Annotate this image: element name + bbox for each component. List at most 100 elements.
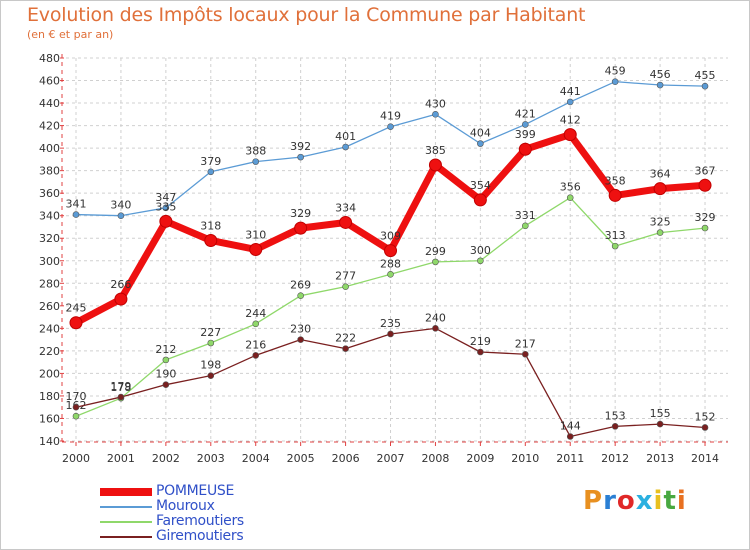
data-label-giremoutiers: 222 bbox=[335, 332, 356, 345]
x-tick-label: 2007 bbox=[377, 452, 405, 465]
y-tick-label: 460 bbox=[39, 75, 60, 88]
legend-label: Giremoutiers bbox=[156, 528, 244, 544]
data-point-mouroux bbox=[252, 158, 260, 165]
legend-swatch bbox=[100, 505, 152, 508]
data-label-giremoutiers: 216 bbox=[245, 338, 266, 351]
data-label-pommeuse: 334 bbox=[335, 201, 356, 214]
data-point-faremoutiers bbox=[701, 224, 709, 232]
data-label-pommeuse: 385 bbox=[425, 144, 446, 157]
x-tick-label: 2000 bbox=[62, 452, 90, 465]
data-point-mouroux bbox=[207, 168, 215, 176]
data-label-mouroux: 441 bbox=[560, 85, 581, 98]
data-point-giremoutiers bbox=[477, 348, 484, 356]
data-point-faremoutiers bbox=[477, 257, 484, 265]
data-label-faremoutiers: 244 bbox=[245, 307, 266, 320]
x-tick-label: 2004 bbox=[242, 452, 270, 465]
data-label-mouroux: 392 bbox=[290, 140, 311, 153]
logo-letter: t bbox=[663, 486, 677, 516]
data-point-faremoutiers bbox=[207, 339, 215, 347]
data-label-pommeuse: 310 bbox=[245, 229, 266, 242]
logo-letter: o bbox=[616, 486, 636, 516]
data-point-giremoutiers bbox=[297, 336, 304, 343]
data-label-giremoutiers: 219 bbox=[470, 335, 491, 348]
y-tick-label: 420 bbox=[39, 120, 60, 133]
data-label-pommeuse: 318 bbox=[200, 219, 221, 232]
x-tick-label: 2009 bbox=[466, 452, 494, 465]
data-label-mouroux: 459 bbox=[605, 65, 626, 78]
data-point-pommeuse bbox=[653, 182, 667, 196]
legend-label: POMMEUSE bbox=[156, 483, 235, 499]
data-point-pommeuse bbox=[69, 316, 83, 330]
data-label-mouroux: 401 bbox=[335, 130, 356, 143]
x-tick-label: 2002 bbox=[152, 452, 180, 465]
data-point-faremoutiers bbox=[432, 258, 439, 266]
y-tick-label: 300 bbox=[39, 255, 60, 268]
data-label-faremoutiers: 313 bbox=[605, 229, 626, 242]
data-label-faremoutiers: 277 bbox=[335, 270, 356, 283]
data-label-pommeuse: 354 bbox=[470, 179, 491, 192]
data-label-giremoutiers: 190 bbox=[155, 368, 176, 381]
chart-subtitle: (en € et par an) bbox=[27, 28, 114, 41]
x-tick-label: 2005 bbox=[287, 452, 315, 465]
legend-label: Mouroux bbox=[156, 498, 215, 514]
data-label-faremoutiers: 356 bbox=[560, 181, 581, 194]
data-label-giremoutiers: 179 bbox=[110, 380, 131, 393]
x-tick-label: 2006 bbox=[332, 452, 360, 465]
y-tick-label: 320 bbox=[39, 232, 60, 245]
data-point-giremoutiers bbox=[72, 403, 80, 411]
proxiti-logo: Proxiti bbox=[583, 486, 687, 516]
x-tick-label: 2014 bbox=[691, 452, 719, 465]
data-label-giremoutiers: 198 bbox=[200, 359, 221, 372]
data-label-faremoutiers: 299 bbox=[425, 245, 446, 258]
data-point-giremoutiers bbox=[432, 325, 439, 332]
data-label-pommeuse: 412 bbox=[560, 114, 581, 127]
y-tick-label: 140 bbox=[39, 435, 60, 448]
legend-swatch bbox=[100, 487, 152, 496]
data-point-giremoutiers bbox=[611, 423, 619, 430]
data-label-pommeuse: 367 bbox=[695, 164, 716, 177]
data-point-mouroux bbox=[701, 82, 709, 90]
data-label-mouroux: 404 bbox=[470, 127, 491, 140]
logo-letter: r bbox=[603, 486, 617, 516]
data-point-mouroux bbox=[656, 81, 664, 89]
data-point-pommeuse bbox=[114, 292, 128, 306]
data-label-giremoutiers: 152 bbox=[695, 410, 716, 423]
y-tick-label: 340 bbox=[39, 210, 60, 223]
data-label-giremoutiers: 155 bbox=[650, 407, 671, 420]
legend-item: Mouroux bbox=[100, 499, 244, 514]
data-label-mouroux: 456 bbox=[650, 68, 671, 81]
y-tick-label: 160 bbox=[39, 412, 60, 425]
data-point-faremoutiers bbox=[656, 229, 664, 236]
chart-legend: POMMEUSE Mouroux Faremoutiers Giremoutiers bbox=[100, 484, 244, 544]
legend-item: POMMEUSE bbox=[100, 484, 244, 499]
x-tick-label: 2001 bbox=[107, 452, 135, 465]
data-label-mouroux: 340 bbox=[110, 199, 131, 212]
data-label-faremoutiers: 212 bbox=[155, 343, 176, 356]
data-point-mouroux bbox=[477, 140, 484, 147]
data-point-pommeuse bbox=[698, 178, 712, 192]
data-label-mouroux: 341 bbox=[66, 198, 87, 211]
logo-letter: i bbox=[653, 486, 664, 516]
data-point-faremoutiers bbox=[566, 194, 574, 201]
data-label-giremoutiers: 235 bbox=[380, 317, 401, 330]
data-point-faremoutiers bbox=[252, 320, 260, 328]
legend-swatch bbox=[100, 535, 152, 538]
data-point-faremoutiers bbox=[342, 283, 349, 290]
data-point-faremoutiers bbox=[72, 412, 80, 420]
data-point-pommeuse bbox=[473, 193, 487, 207]
data-point-pommeuse bbox=[563, 128, 577, 142]
data-label-faremoutiers: 329 bbox=[695, 211, 716, 224]
data-label-mouroux: 421 bbox=[515, 107, 536, 120]
data-point-mouroux bbox=[297, 153, 304, 161]
data-point-mouroux bbox=[611, 78, 619, 85]
data-point-giremoutiers bbox=[701, 424, 709, 431]
data-label-mouroux: 455 bbox=[695, 69, 716, 82]
chart-title: Evolution des Impôts locaux pour la Comm… bbox=[27, 4, 586, 26]
data-point-pommeuse bbox=[339, 215, 353, 229]
data-label-giremoutiers: 240 bbox=[425, 311, 446, 324]
data-label-faremoutiers: 331 bbox=[515, 209, 536, 222]
data-label-mouroux: 347 bbox=[155, 191, 176, 204]
data-label-mouroux: 379 bbox=[200, 155, 221, 168]
